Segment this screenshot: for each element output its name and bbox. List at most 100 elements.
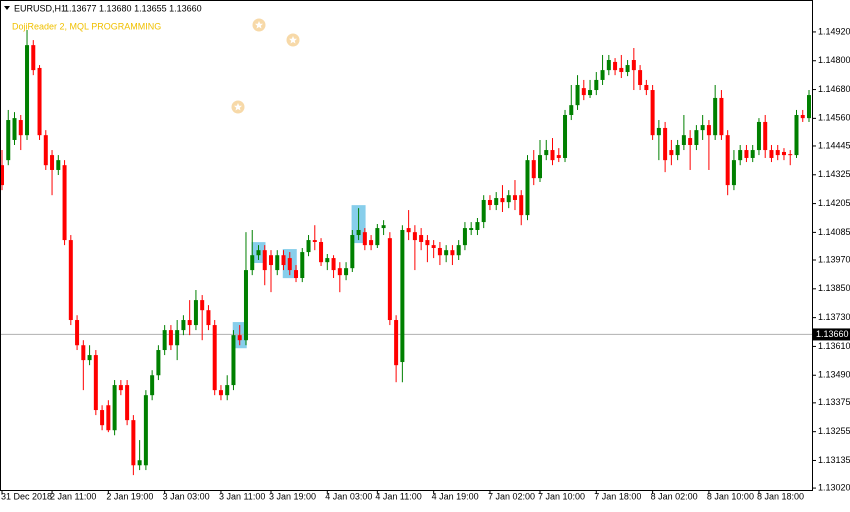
candle-body [406, 228, 411, 233]
candle-body [756, 121, 761, 151]
y-tick-label: 1.14085 [818, 227, 850, 237]
x-tick-label: 3 Jan 19:00 [269, 491, 316, 501]
candle-body [93, 355, 98, 411]
candle-body [350, 235, 355, 269]
candle-body [531, 160, 536, 179]
candle-body [18, 120, 23, 136]
menu-arrow[interactable] [4, 6, 10, 10]
candle-body [644, 84, 649, 91]
candle-body [237, 335, 242, 341]
candle-body [306, 240, 311, 253]
candle-body [269, 255, 273, 266]
y-tick-label: 1.13255 [818, 426, 850, 436]
candle-body [337, 268, 342, 276]
candle-body [150, 375, 155, 396]
plot-frame [0, 0, 813, 491]
candle-body [175, 330, 180, 346]
y-tick-label: 1.13970 [818, 254, 850, 264]
candle-body [606, 60, 611, 71]
y-tick-label: 1.13135 [818, 455, 850, 465]
candle-body [538, 155, 542, 179]
price-label: 1.13660 [816, 329, 849, 339]
candle-body [118, 385, 123, 391]
candle-body [243, 270, 248, 341]
x-tick-label: 4 Jan 11:00 [375, 491, 421, 501]
candle-body [588, 90, 593, 96]
candle-body [143, 395, 148, 466]
quote: 1.13677 1.13680 1.13655 1.13660 [64, 3, 202, 13]
candle-body [331, 258, 336, 271]
candle-body [544, 150, 549, 156]
candle-body [50, 155, 55, 170]
candle-body [675, 145, 680, 156]
candle-body [550, 150, 555, 161]
candle-body [619, 67, 624, 73]
price-label-box [813, 328, 850, 341]
candle-body [12, 118, 17, 140]
candle-body [663, 127, 668, 161]
candle-body [481, 199, 486, 223]
candle-body [738, 150, 743, 161]
y-tick-label: 1.14800 [818, 55, 850, 65]
y-tick-label: 1.13490 [818, 370, 850, 380]
candle-body [369, 240, 374, 246]
candle-body [62, 165, 67, 241]
candle-body [43, 135, 48, 166]
candle-body [100, 410, 105, 426]
candle-body [600, 70, 605, 80]
candle-body [431, 245, 436, 249]
y-tick-label: 1.14445 [818, 140, 850, 150]
candle-body [87, 355, 92, 361]
candle-body [68, 240, 73, 321]
candle-body [475, 222, 480, 230]
candle-body [494, 198, 499, 206]
candle-body [225, 385, 230, 396]
candle-body [519, 195, 524, 216]
candle-body [156, 350, 161, 376]
candle-body [400, 229, 405, 363]
candle-body [725, 135, 730, 186]
x-tick-label: 7 Jan 02:00 [488, 491, 535, 501]
candle-body [469, 228, 474, 230]
candle-body [125, 385, 130, 421]
candle-body [731, 160, 736, 186]
x-tick-label: 2 Jan 11:00 [50, 491, 96, 501]
candle-body [444, 250, 449, 256]
candle-body [231, 335, 236, 386]
candle-body [287, 258, 292, 271]
y-tick-label: 1.14560 [818, 113, 850, 123]
candle-body [656, 127, 661, 136]
candle-body [456, 245, 461, 256]
candle-body [193, 300, 198, 326]
candle-body [0, 165, 4, 186]
candle-body [387, 238, 392, 321]
candle-body [769, 150, 774, 158]
candle-body [37, 67, 42, 136]
x-tick-label: 4 Jan 03:00 [325, 491, 372, 501]
candle-body [325, 258, 330, 263]
star-icon [252, 18, 266, 32]
x-tick-label: 3 Jan 11:00 [219, 491, 265, 501]
candle-body [800, 114, 805, 119]
candle-body [394, 320, 399, 366]
candle-body [294, 270, 299, 279]
candle-body [788, 154, 793, 156]
candle-body [256, 250, 261, 256]
candle-body [512, 195, 517, 200]
candle-body [525, 160, 530, 216]
candle-body [218, 390, 223, 396]
candle-body [206, 310, 211, 326]
candle-body [300, 252, 305, 279]
y-tick-label: 1.13850 [818, 283, 850, 293]
candle-body [319, 241, 324, 263]
candle-body [262, 250, 267, 271]
x-tick-label: 8 Jan 18:00 [757, 491, 804, 501]
y-tick-label: 1.14205 [818, 198, 850, 208]
candle-body [763, 121, 768, 151]
candle-body [25, 45, 30, 136]
candle-body [569, 105, 574, 115]
candle-body [781, 151, 786, 156]
x-tick-label: 7 Jan 18:00 [594, 491, 641, 501]
